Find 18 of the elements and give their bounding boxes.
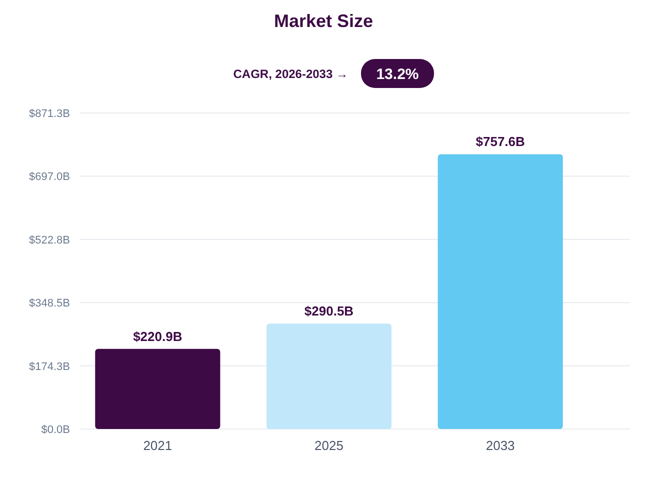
x-tick-label: 2025 — [314, 438, 344, 453]
data-label: $220.9B — [133, 328, 182, 344]
y-tick-label: $871.3B — [29, 108, 70, 120]
data-label: $290.5B — [304, 304, 354, 319]
chart-title: Market Size — [274, 11, 374, 31]
bar — [438, 154, 563, 429]
y-tick-label: $697.0B — [29, 171, 70, 184]
y-tick-label: $0.0B — [41, 424, 70, 436]
text: 13.2% — [376, 66, 419, 83]
x-tick-label: 2033 — [486, 438, 515, 453]
x-tick-label: 2021 — [143, 438, 172, 453]
y-tick-label: $522.8B — [29, 234, 70, 246]
y-tick-label: $348.5B — [29, 298, 70, 310]
data-label: $757.6B — [476, 134, 525, 150]
bar — [95, 348, 220, 429]
y-tick-label: $174.3B — [29, 360, 70, 373]
bar — [266, 324, 392, 429]
chart-subtitle: CAGR, 2026-2033 → — [233, 67, 348, 81]
